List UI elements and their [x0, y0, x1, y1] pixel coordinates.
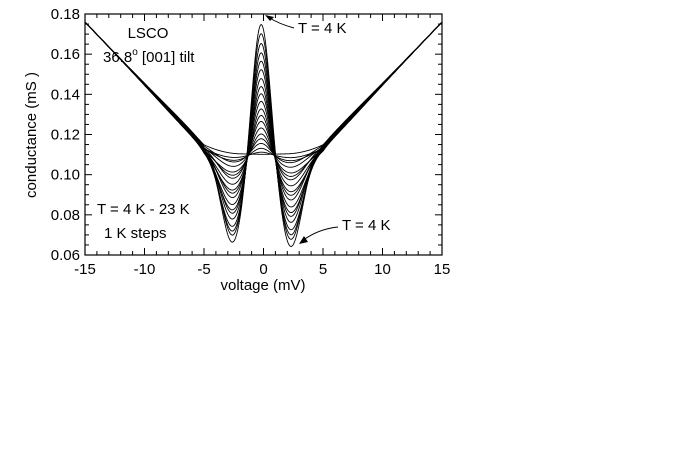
y-tick-label: 0.10 — [51, 167, 80, 184]
y-tick-label: 0.16 — [51, 46, 80, 63]
dip-arrowhead — [299, 236, 308, 244]
ticks-group — [84, 13, 443, 256]
series-T22K — [84, 21, 443, 159]
x-tick-label: 0 — [259, 261, 267, 278]
x-tick-label: -10 — [134, 261, 156, 278]
y-tick-label: 0.06 — [51, 247, 80, 264]
curves-group — [84, 21, 443, 247]
series-T23K — [84, 21, 443, 155]
annotation-orientation: 36.8o [001] tilt — [103, 47, 195, 66]
series-T16K — [84, 21, 443, 181]
annotation-dip-label: T = 4 K — [342, 217, 391, 234]
tick-labels-group: -15 -10 -5 0 5 10 15 0.06 0.08 0.10 0.12 0.14 0.16 0.… — [51, 6, 451, 278]
orientation-prefix: 36.8 — [103, 49, 132, 66]
x-tick-label: 10 — [374, 261, 391, 278]
y-tick-label: 0.08 — [51, 207, 80, 224]
x-tick-label: 15 — [434, 261, 451, 278]
series-T17K — [84, 21, 443, 177]
series-T19K — [84, 21, 443, 168]
annotation-temp-range: T = 4 K - 23 K — [97, 201, 190, 218]
x-tick-label: -15 — [74, 261, 96, 278]
y-tick-label: 0.12 — [51, 127, 80, 144]
x-tick-label: 5 — [319, 261, 327, 278]
annotation-material: LSCO — [128, 25, 169, 42]
dip-arrow-line — [301, 226, 339, 242]
series-T20K — [84, 21, 443, 164]
y-tick-label: 0.14 — [51, 86, 80, 103]
x-tick-label: -5 — [197, 261, 210, 278]
y-tick-label: 0.18 — [51, 6, 80, 23]
annotation-steps: 1 K steps — [104, 225, 167, 242]
peak-arrowhead — [265, 15, 274, 21]
annotation-peak-label: T = 4 K — [298, 20, 347, 37]
orientation-suffix: [001] tilt — [138, 49, 196, 66]
y-axis-title: conductance (mS ) — [23, 72, 40, 198]
orientation-degree: o — [132, 47, 138, 58]
x-axis-title: voltage (mV) — [220, 277, 305, 294]
